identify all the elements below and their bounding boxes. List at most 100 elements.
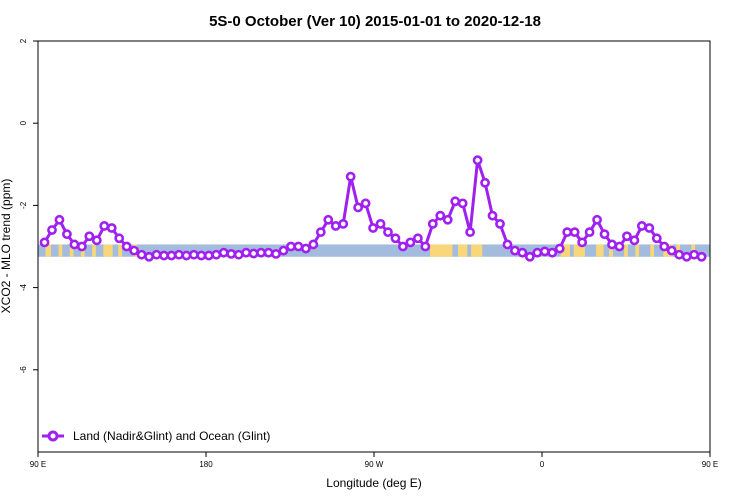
x-tick-label: 0 — [540, 460, 545, 469]
data-point — [114, 233, 125, 244]
data-point — [129, 245, 140, 256]
data-point — [47, 225, 57, 235]
data-point — [360, 198, 371, 209]
data-point — [495, 218, 505, 229]
land-segment — [650, 244, 654, 257]
data-point — [106, 223, 117, 233]
y-tick-label: -6 — [19, 366, 28, 374]
data-point — [338, 218, 349, 229]
data-point — [174, 249, 184, 260]
data-point — [405, 237, 416, 248]
land-segment — [609, 244, 613, 257]
data-point — [398, 241, 408, 252]
data-point — [144, 251, 154, 262]
data-point — [569, 227, 580, 238]
data-point — [547, 247, 558, 258]
land-segment — [458, 244, 468, 257]
x-axis: 90 E 180 90 W 0 90 E — [30, 452, 718, 469]
data-point — [681, 251, 692, 262]
land-segment — [103, 244, 113, 257]
data-point — [293, 241, 304, 252]
data-point — [241, 247, 252, 258]
data-point — [383, 227, 393, 238]
data-point — [465, 227, 476, 238]
data-point — [666, 245, 677, 256]
data-point — [524, 251, 535, 262]
land-segment — [430, 244, 453, 257]
data-point — [76, 241, 87, 252]
y-tick-label: -4 — [19, 283, 28, 291]
data-point — [353, 202, 364, 213]
legend-marker — [47, 430, 59, 442]
data-point — [188, 249, 199, 260]
data-point — [91, 235, 102, 246]
land-segment — [635, 244, 640, 257]
data-point — [427, 218, 438, 229]
series-layer — [39, 155, 707, 262]
data-point — [278, 245, 289, 256]
data-point — [584, 227, 595, 238]
data-point — [196, 250, 207, 261]
land-segment — [624, 244, 628, 257]
data-point — [330, 221, 341, 231]
data-point — [121, 241, 132, 252]
data-point — [286, 241, 296, 252]
legend-label: Land (Nadir&Glint) and Ocean (Glint) — [73, 429, 270, 443]
data-point — [614, 241, 625, 252]
data-point — [323, 214, 334, 225]
data-point — [345, 171, 356, 182]
data-point — [592, 214, 602, 225]
land-segment — [58, 244, 63, 257]
data-point — [39, 237, 50, 248]
data-point — [308, 239, 319, 250]
land-segment — [471, 244, 483, 257]
x-tick-label: 90 E — [702, 460, 718, 469]
data-point — [271, 248, 281, 259]
data-point — [622, 231, 632, 242]
data-point — [203, 250, 214, 261]
data-point — [435, 210, 446, 221]
data-point — [450, 196, 461, 207]
data-point — [390, 233, 401, 244]
legend: Land (Nadir&Glint) and Ocean (Glint) — [42, 429, 270, 443]
data-point — [539, 246, 550, 257]
x-tick-label: 180 — [199, 460, 213, 469]
land-segment — [118, 244, 122, 257]
data-point — [412, 233, 423, 244]
data-point — [696, 251, 707, 262]
data-point — [136, 249, 147, 260]
data-point — [54, 214, 65, 225]
data-point — [368, 223, 378, 233]
series-line — [43, 158, 703, 259]
data-point — [166, 250, 177, 261]
data-point — [562, 227, 573, 238]
data-point — [84, 231, 95, 242]
y-tick-label: 0 — [19, 120, 28, 125]
data-point — [599, 229, 610, 240]
land-segment — [92, 244, 96, 257]
y-axis: 2 0 -2 -4 -6 — [19, 38, 38, 373]
land-segment — [596, 244, 604, 257]
data-point — [651, 233, 662, 244]
data-point — [248, 248, 259, 259]
chart-title: 5S-0 October (Ver 10) 2015-01-01 to 2020… — [209, 13, 541, 30]
data-point — [300, 243, 311, 254]
data-point — [517, 247, 528, 258]
data-point — [375, 218, 386, 229]
x-axis-label: Longitude (deg E) — [326, 476, 421, 490]
land-segment — [45, 244, 52, 257]
data-point — [99, 221, 110, 231]
data-point — [659, 241, 670, 252]
y-tick-label: 2 — [19, 38, 28, 43]
data-point — [442, 214, 453, 225]
land-segment — [573, 244, 585, 257]
data-point — [636, 221, 647, 231]
data-point — [233, 249, 244, 260]
data-point — [263, 247, 274, 258]
data-point — [420, 241, 431, 252]
data-point — [472, 155, 483, 166]
data-point — [218, 247, 229, 258]
x-tick-label: 90 E — [30, 460, 46, 469]
y-tick-label: -2 — [19, 201, 28, 209]
